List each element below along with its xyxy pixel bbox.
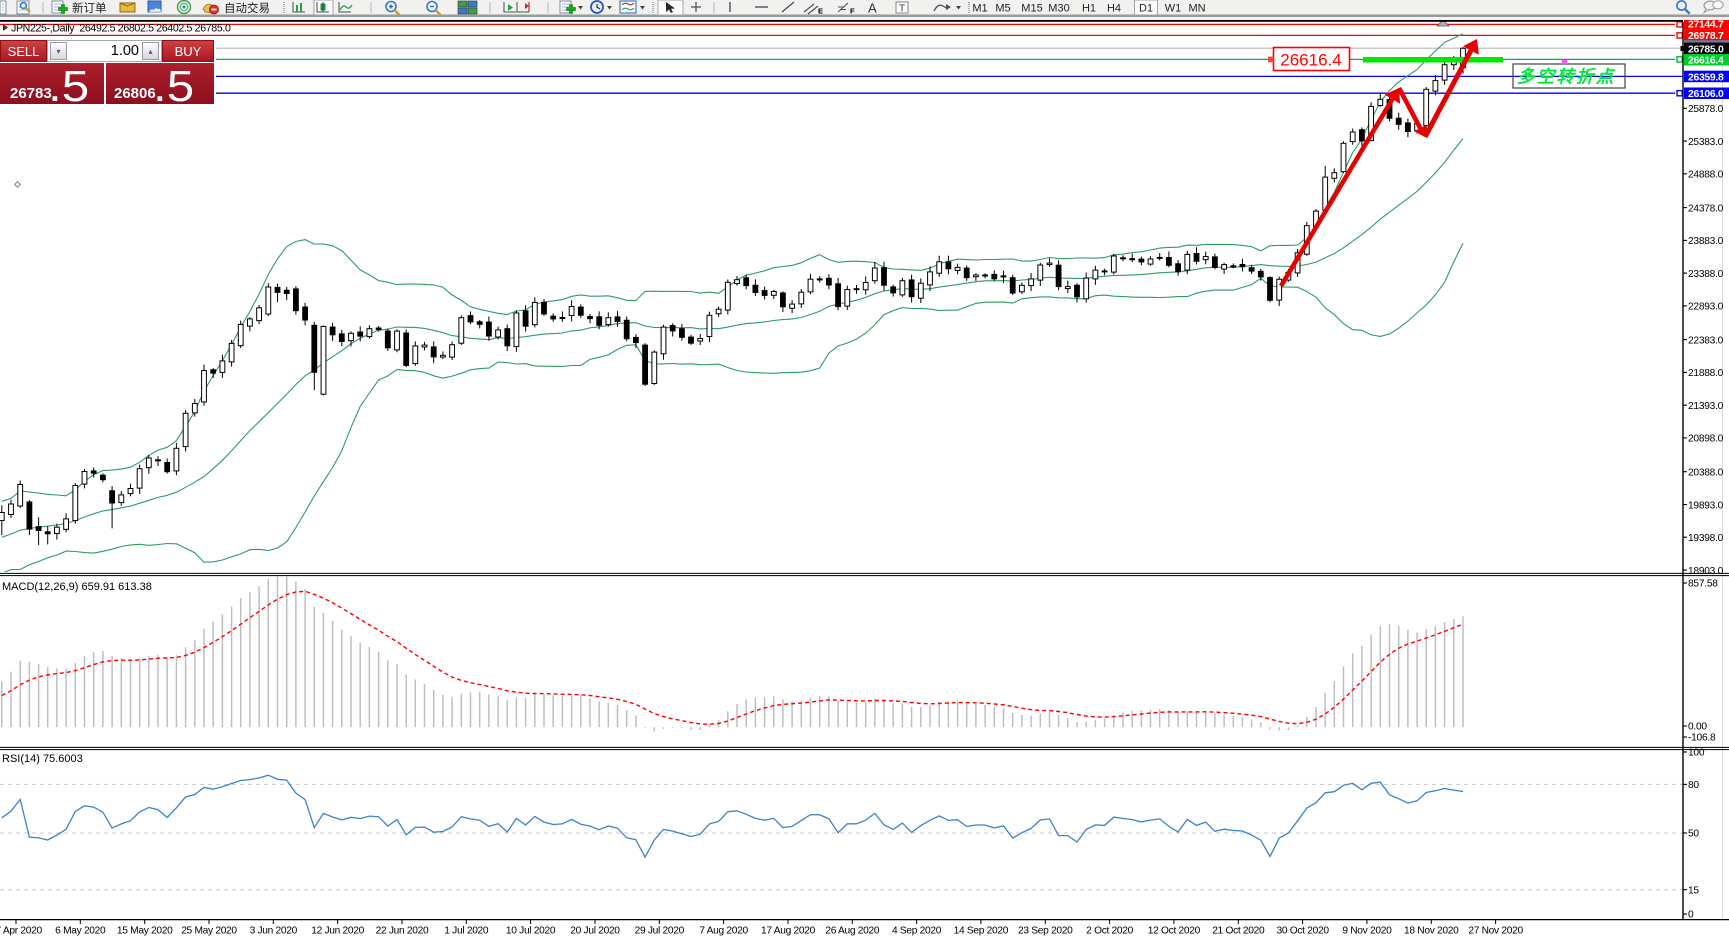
svg-text:20898.0: 20898.0 (1688, 434, 1724, 445)
svg-text:T: T (899, 4, 905, 15)
svg-text:24378.0: 24378.0 (1688, 203, 1724, 214)
svg-text:0.00: 0.00 (1688, 722, 1707, 733)
svg-text:18 Nov 2020: 18 Nov 2020 (1404, 926, 1459, 937)
svg-text:F: F (850, 7, 855, 16)
svg-text:新订单: 新订单 (72, 1, 107, 15)
svg-text:9 Nov 2020: 9 Nov 2020 (1342, 926, 1392, 937)
svg-text:-106.8: -106.8 (1688, 733, 1716, 744)
svg-text:22 Jun 2020: 22 Jun 2020 (376, 926, 429, 937)
svg-text:15 May 2020: 15 May 2020 (117, 926, 173, 937)
svg-text:19893.0: 19893.0 (1688, 500, 1724, 511)
svg-text:M1: M1 (972, 3, 987, 15)
svg-text:26616.4: 26616.4 (1280, 51, 1341, 70)
svg-text:MN: MN (1188, 3, 1205, 15)
svg-text:26 Aug 2020: 26 Aug 2020 (825, 926, 880, 937)
svg-text:22383.0: 22383.0 (1688, 335, 1724, 346)
svg-text:MACD(12,26,9) 659.91 613.38: MACD(12,26,9) 659.91 613.38 (2, 581, 152, 593)
svg-text:25383.0: 25383.0 (1688, 137, 1724, 148)
svg-text:1 Jul 2020: 1 Jul 2020 (444, 926, 489, 937)
svg-text:21393.0: 21393.0 (1688, 401, 1724, 412)
svg-text:21 Oct 2020: 21 Oct 2020 (1212, 926, 1265, 937)
svg-text:50: 50 (1688, 829, 1699, 840)
svg-text:6 May 2020: 6 May 2020 (55, 926, 106, 937)
svg-text:30 Oct 2020: 30 Oct 2020 (1276, 926, 1329, 937)
svg-text:H1: H1 (1082, 3, 1096, 15)
svg-text:E: E (818, 7, 823, 16)
svg-text:23 Sep 2020: 23 Sep 2020 (1018, 926, 1073, 937)
svg-text:19398.0: 19398.0 (1688, 533, 1724, 544)
svg-text:26785.0: 26785.0 (1688, 44, 1724, 55)
svg-text:D1: D1 (1139, 3, 1153, 15)
svg-text:15: 15 (1688, 885, 1699, 896)
svg-text:A: A (868, 1, 877, 16)
svg-text:22893.0: 22893.0 (1688, 302, 1724, 313)
svg-text:0: 0 (1688, 910, 1694, 921)
svg-text:24888.0: 24888.0 (1688, 170, 1724, 181)
svg-text:26978.7: 26978.7 (1688, 31, 1724, 42)
svg-text:自动交易: 自动交易 (224, 1, 270, 15)
svg-text:27144.7: 27144.7 (1688, 20, 1724, 31)
svg-text:29 Jul 2020: 29 Jul 2020 (635, 926, 685, 937)
svg-text:M30: M30 (1048, 3, 1069, 15)
svg-text:23388.0: 23388.0 (1688, 269, 1724, 280)
svg-text:M5: M5 (995, 3, 1010, 15)
svg-text:12 Oct 2020: 12 Oct 2020 (1148, 926, 1201, 937)
svg-text:21888.0: 21888.0 (1688, 368, 1724, 379)
svg-text:H4: H4 (1107, 3, 1121, 15)
svg-text:20388.0: 20388.0 (1688, 468, 1724, 479)
svg-text:26359.8: 26359.8 (1688, 72, 1724, 83)
svg-text:7 Aug 2020: 7 Aug 2020 (699, 926, 748, 937)
svg-text:W1: W1 (1165, 3, 1182, 15)
svg-text:25 May 2020: 25 May 2020 (181, 926, 237, 937)
svg-text:RSI(14) 75.6003: RSI(14) 75.6003 (2, 753, 83, 765)
svg-text:27 Nov 2020: 27 Nov 2020 (1468, 926, 1523, 937)
svg-text:4 Sep 2020: 4 Sep 2020 (892, 926, 942, 937)
svg-text:10 Jul 2020: 10 Jul 2020 (506, 926, 556, 937)
svg-text:100: 100 (1688, 748, 1705, 759)
svg-text:25878.0: 25878.0 (1688, 104, 1724, 115)
svg-text:857.58: 857.58 (1688, 579, 1718, 590)
svg-text:27 Apr 2020: 27 Apr 2020 (0, 926, 42, 937)
svg-text:26616.4: 26616.4 (1688, 56, 1724, 67)
svg-text:14 Sep 2020: 14 Sep 2020 (954, 926, 1009, 937)
svg-text:23883.0: 23883.0 (1688, 236, 1724, 247)
svg-text:多空转折点: 多空转折点 (1517, 67, 1616, 87)
svg-text:26106.0: 26106.0 (1688, 89, 1724, 100)
svg-text:20 Jul 2020: 20 Jul 2020 (570, 926, 620, 937)
svg-text:M15: M15 (1021, 3, 1042, 15)
svg-text:3 Jun 2020: 3 Jun 2020 (250, 926, 298, 937)
svg-text:18903.0: 18903.0 (1688, 566, 1724, 577)
svg-text:17 Aug 2020: 17 Aug 2020 (761, 926, 816, 937)
svg-text:2 Oct 2020: 2 Oct 2020 (1086, 926, 1133, 937)
svg-text:JPN225-,Daily 26492.5 26802.5: JPN225-,Daily 26492.5 26802.5 26402.5 26… (11, 23, 231, 35)
svg-text:12 Jun 2020: 12 Jun 2020 (311, 926, 364, 937)
svg-text:80: 80 (1688, 780, 1699, 791)
